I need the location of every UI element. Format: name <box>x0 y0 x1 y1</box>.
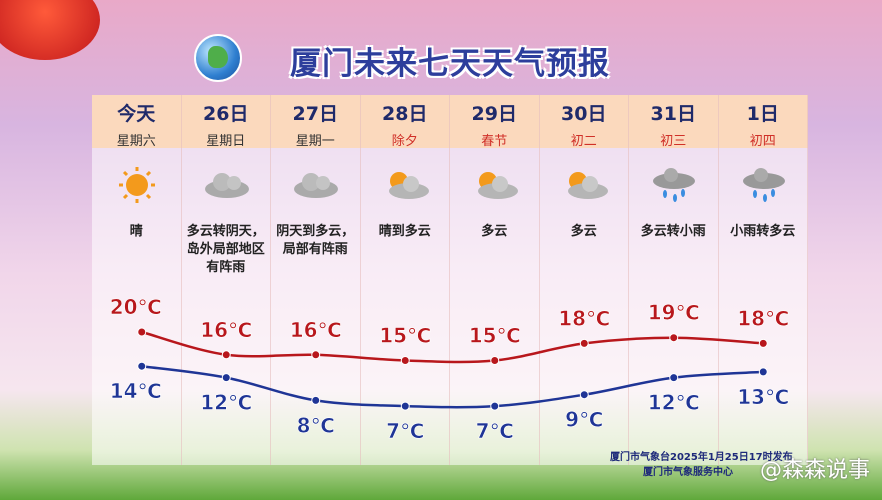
rain-cloud-icon <box>653 168 695 202</box>
low-temp-point <box>490 401 500 411</box>
day-label: 29日 <box>471 103 517 125</box>
high-temp-label: 16℃ <box>200 318 252 342</box>
day-label: 26日 <box>203 103 249 125</box>
high-temp-point <box>579 338 589 348</box>
high-temp-point <box>758 338 768 348</box>
forecast-header <box>92 95 808 148</box>
day-sub-label: 星期日 <box>206 134 246 149</box>
day-label: 28日 <box>382 103 428 125</box>
day-label: 27日 <box>292 103 338 125</box>
weather-description: 小雨转多云 <box>730 224 796 239</box>
rain-cloud-icon <box>742 168 785 202</box>
weather-description: 阴天到多云，局部有阵雨 <box>276 224 355 257</box>
page-title: 厦门未来七天天气预报 <box>290 46 610 82</box>
low-temp-line <box>141 364 764 409</box>
low-temp-label: 14℃ <box>110 379 162 403</box>
sun-cloud-icon <box>478 172 518 199</box>
high-temp-label: 15℃ <box>469 324 521 348</box>
forecast-panel <box>92 95 808 465</box>
weather-description: 多云 <box>481 224 508 239</box>
day-label: 今天 <box>117 103 156 125</box>
day-column: 1日 初四 小雨转多云 <box>719 95 808 465</box>
day-label: 30日 <box>561 103 607 125</box>
weather-description: 晴到多云 <box>378 224 431 239</box>
day-label: 31日 <box>650 103 696 125</box>
day-column: 29日 春节 多云 <box>450 95 540 465</box>
high-temp-point <box>400 356 410 365</box>
cloud-icon <box>294 173 338 198</box>
high-temp-label: 18℃ <box>558 306 610 330</box>
weather-description: 晴 <box>129 224 143 239</box>
high-temp-point <box>137 327 147 337</box>
high-temp-line <box>141 330 764 364</box>
low-temp-point <box>311 395 321 405</box>
low-temp-label: 12℃ <box>648 391 700 415</box>
day-sub-label: 星期六 <box>116 134 156 149</box>
low-temp-point <box>221 373 231 383</box>
low-temp-label: 7℃ <box>476 419 514 443</box>
low-temp-label: 9℃ <box>565 408 603 432</box>
high-temp-label: 16℃ <box>290 318 342 342</box>
watermark: @森森说事 <box>760 458 871 483</box>
day-sub-label: 初二 <box>570 134 597 149</box>
low-temp-label: 13℃ <box>737 385 789 409</box>
low-temp-label: 12℃ <box>200 391 252 415</box>
issue-note: 厦门市气象台2025年1月25日17时发布 <box>610 452 793 463</box>
high-temp-point <box>490 356 500 365</box>
weather-description: 多云转小雨 <box>640 224 706 239</box>
high-temp-point <box>669 333 679 343</box>
day-column: 30日 初二 多云 <box>540 95 629 465</box>
high-temp-point <box>221 350 231 360</box>
weather-description: 多云转阴天，岛外局部地区有阵雨 <box>186 224 265 275</box>
low-temp-label: 8℃ <box>297 413 335 437</box>
low-temp-label: 7℃ <box>386 419 424 443</box>
sun-icon <box>119 167 155 203</box>
high-temp-point <box>311 350 321 360</box>
high-temp-label: 19℃ <box>648 301 700 325</box>
sun-cloud-icon <box>388 172 429 199</box>
day-sub-label: 星期一 <box>295 134 335 149</box>
day-column: 28日 除夕 晴到多云 <box>361 95 450 465</box>
low-temp-point <box>400 401 410 411</box>
producer-note: 厦门市气象服务中心 <box>643 467 733 478</box>
sun-cloud-icon <box>567 172 608 199</box>
day-sub-label: 初四 <box>749 134 776 149</box>
day-sub-label: 初三 <box>660 134 687 149</box>
day-column: 27日 星期一 阴天到多云，局部有阵雨 <box>271 95 361 465</box>
high-temp-label: 15℃ <box>379 324 431 348</box>
day-sub-label: 春节 <box>481 134 508 149</box>
low-temp-point <box>579 390 589 400</box>
day-label: 1日 <box>746 103 779 125</box>
day-column: 31日 初三 多云转小雨 <box>629 95 719 465</box>
high-temp-label: 20℃ <box>110 295 162 319</box>
day-column: 今天 星期六 晴 <box>92 95 182 465</box>
cloud-icon <box>204 173 249 198</box>
low-temp-point <box>669 373 679 383</box>
day-column: 26日 星期日 多云转阴天，岛外局部地区有阵雨 <box>182 95 271 465</box>
globe-icon <box>194 34 242 82</box>
day-sub-label: 除夕 <box>391 134 418 149</box>
high-temp-label: 18℃ <box>737 306 789 330</box>
weather-description: 多云 <box>570 224 597 239</box>
low-temp-point <box>137 361 147 371</box>
low-temp-point <box>758 367 768 377</box>
